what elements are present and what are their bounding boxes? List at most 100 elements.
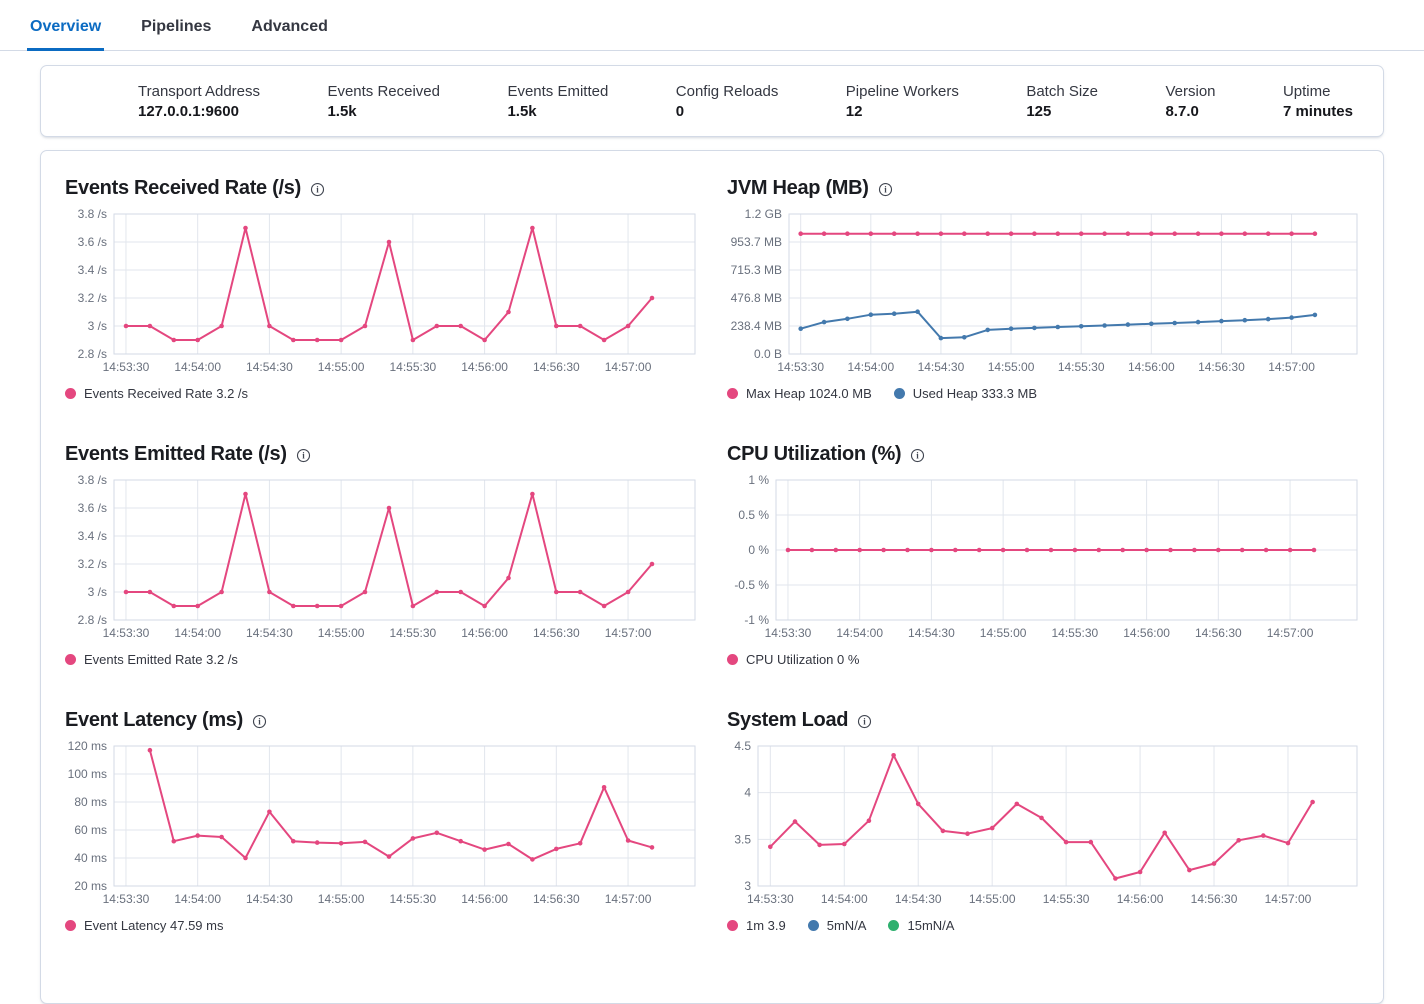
svg-text:14:56:00: 14:56:00 xyxy=(1117,892,1164,906)
svg-text:14:54:00: 14:54:00 xyxy=(174,892,221,906)
legend-item[interactable]: Event Latency 47.59 ms xyxy=(65,918,223,933)
tabbar: Overview Pipelines Advanced xyxy=(0,0,1424,51)
svg-text:14:55:30: 14:55:30 xyxy=(390,360,437,374)
info-icon[interactable]: i xyxy=(910,448,925,463)
stat-value: 1.5k xyxy=(507,102,537,120)
stat-label: Config Reloads xyxy=(675,82,779,100)
stat-label: Pipeline Workers xyxy=(845,82,959,100)
chart-canvas[interactable]: 14:53:30 14:54:00 14:54:30 14:55:00 14:55:30… xyxy=(727,473,1359,644)
svg-text:14:55:30: 14:55:30 xyxy=(1043,892,1090,906)
svg-text:14:57:00: 14:57:00 xyxy=(605,626,652,640)
tab-advanced[interactable]: Advanced xyxy=(251,18,328,35)
chart-title: JVM Heap (MB) xyxy=(727,177,869,199)
legend-color-dot xyxy=(65,388,76,399)
legend-item[interactable]: 15mN/A xyxy=(888,918,954,933)
svg-text:3 /s: 3 /s xyxy=(88,585,107,599)
chart-canvas[interactable]: 14:53:30 14:54:00 14:54:30 14:55:00 14:55:30… xyxy=(727,207,1359,378)
svg-text:60 ms: 60 ms xyxy=(74,823,107,837)
svg-text:i: i xyxy=(258,717,261,727)
chart-cpu-utilization: CPU Utilization (%) i 14:53:30 14:54:00 14… xyxy=(727,441,1359,667)
info-icon[interactable]: i xyxy=(310,182,325,197)
chart-legend: Events Received Rate 3.2 /s xyxy=(65,386,697,401)
svg-text:100 ms: 100 ms xyxy=(68,767,107,781)
legend-item[interactable]: 5mN/A xyxy=(807,918,866,933)
tab-pipelines[interactable]: Pipelines xyxy=(141,18,212,35)
chart-canvas[interactable]: 14:53:30 14:54:00 14:54:30 14:55:00 14:55:30… xyxy=(727,739,1359,910)
info-icon[interactable]: i xyxy=(857,714,872,729)
info-icon[interactable]: i xyxy=(252,714,267,729)
stat-label: Transport Address xyxy=(138,82,260,100)
legend-color-dot xyxy=(65,920,76,931)
svg-text:14:56:30: 14:56:30 xyxy=(533,892,580,906)
chart-title: Event Latency (ms) xyxy=(65,709,243,731)
legend-item[interactable]: CPU Utilization 0 % xyxy=(727,652,859,667)
stat-value: 7 minutes xyxy=(1282,102,1353,120)
chart-canvas[interactable]: 14:53:30 14:54:00 14:54:30 14:55:00 14:55:30… xyxy=(65,739,697,910)
chart-header: Event Latency (ms) i xyxy=(65,709,697,732)
svg-text:14:56:30: 14:56:30 xyxy=(533,626,580,640)
stat-value: 8.7.0 xyxy=(1165,102,1199,120)
svg-text:4: 4 xyxy=(744,786,751,800)
legend-color-dot xyxy=(893,388,905,399)
svg-text:3 /s: 3 /s xyxy=(88,319,107,333)
stat-value: 125 xyxy=(1026,102,1052,120)
svg-text:3.8 /s: 3.8 /s xyxy=(78,208,107,221)
svg-text:3.4 /s: 3.4 /s xyxy=(78,263,107,277)
svg-text:14:55:00: 14:55:00 xyxy=(318,892,365,906)
legend-item[interactable]: Events Received Rate 3.2 /s xyxy=(65,386,248,401)
svg-text:14:53:30: 14:53:30 xyxy=(103,360,150,374)
stat-value: 1.5k xyxy=(327,102,357,120)
stat-transport-address: Transport Address 127.0.0.1:9600 xyxy=(138,83,260,120)
legend-item[interactable]: Events Emitted Rate 3.2 /s xyxy=(65,652,238,667)
legend-label: 1m 3.9 xyxy=(746,918,786,933)
legend-color-dot xyxy=(727,388,738,399)
svg-text:4.5: 4.5 xyxy=(734,740,751,753)
svg-text:14:54:30: 14:54:30 xyxy=(908,626,955,640)
svg-text:14:56:30: 14:56:30 xyxy=(1195,626,1242,640)
legend-item[interactable]: Used Heap 333.3 MB xyxy=(893,386,1037,401)
svg-text:14:56:00: 14:56:00 xyxy=(1128,360,1175,374)
svg-text:-1 %: -1 % xyxy=(744,613,769,627)
svg-text:2.8 /s: 2.8 /s xyxy=(78,347,107,361)
legend-item[interactable]: 1m 3.9 xyxy=(727,918,786,933)
stat-label: Events Received xyxy=(327,82,440,100)
svg-text:14:55:30: 14:55:30 xyxy=(390,626,437,640)
svg-text:i: i xyxy=(302,451,305,461)
stat-label: Version xyxy=(1165,82,1216,100)
svg-text:i: i xyxy=(917,451,920,461)
svg-text:3.8 /s: 3.8 /s xyxy=(78,474,107,487)
legend-item[interactable]: Max Heap 1024.0 MB xyxy=(727,386,872,401)
svg-text:14:55:00: 14:55:00 xyxy=(318,626,365,640)
chart-canvas[interactable]: 14:53:30 14:54:00 14:54:30 14:55:00 14:55:30… xyxy=(65,207,697,378)
svg-text:14:54:30: 14:54:30 xyxy=(246,360,293,374)
stat-label: Batch Size xyxy=(1026,82,1099,100)
svg-text:14:56:00: 14:56:00 xyxy=(461,626,508,640)
info-icon[interactable]: i xyxy=(878,182,893,197)
svg-text:715.3 MB: 715.3 MB xyxy=(731,263,782,277)
svg-text:120 ms: 120 ms xyxy=(68,740,107,753)
chart-event-latency: Event Latency (ms) i 14:53:30 14:54:00 14:… xyxy=(65,707,697,933)
chart-system-load: System Load i 14:53:30 14:54:00 14:54:30 14… xyxy=(727,707,1359,933)
chart-header: CPU Utilization (%) i xyxy=(727,443,1359,466)
chart-title: Events Emitted Rate (/s) xyxy=(65,443,287,465)
stat-value: 127.0.0.1:9600 xyxy=(138,102,239,120)
svg-text:0 %: 0 % xyxy=(748,543,769,557)
svg-text:476.8 MB: 476.8 MB xyxy=(731,291,782,305)
chart-canvas[interactable]: 14:53:30 14:54:00 14:54:30 14:55:00 14:55:30… xyxy=(65,473,697,644)
stat-label: Uptime xyxy=(1282,82,1331,100)
stat-events-emitted: Events Emitted 1.5k xyxy=(507,83,608,120)
svg-text:238.4 MB: 238.4 MB xyxy=(731,319,782,333)
svg-text:14:54:30: 14:54:30 xyxy=(246,892,293,906)
svg-text:i: i xyxy=(884,185,887,195)
stat-uptime: Uptime 7 minutes xyxy=(1283,83,1353,120)
chart-title: CPU Utilization (%) xyxy=(727,443,902,465)
legend-color-dot xyxy=(65,654,76,665)
svg-text:14:55:00: 14:55:00 xyxy=(969,892,1016,906)
svg-text:14:56:30: 14:56:30 xyxy=(1198,360,1245,374)
chart-header: Events Received Rate (/s) i xyxy=(65,177,697,200)
info-icon[interactable]: i xyxy=(296,448,311,463)
svg-text:14:54:30: 14:54:30 xyxy=(246,626,293,640)
tab-overview[interactable]: Overview xyxy=(27,18,105,51)
svg-text:14:53:30: 14:53:30 xyxy=(103,626,150,640)
stat-events-received: Events Received 1.5k xyxy=(327,83,440,120)
